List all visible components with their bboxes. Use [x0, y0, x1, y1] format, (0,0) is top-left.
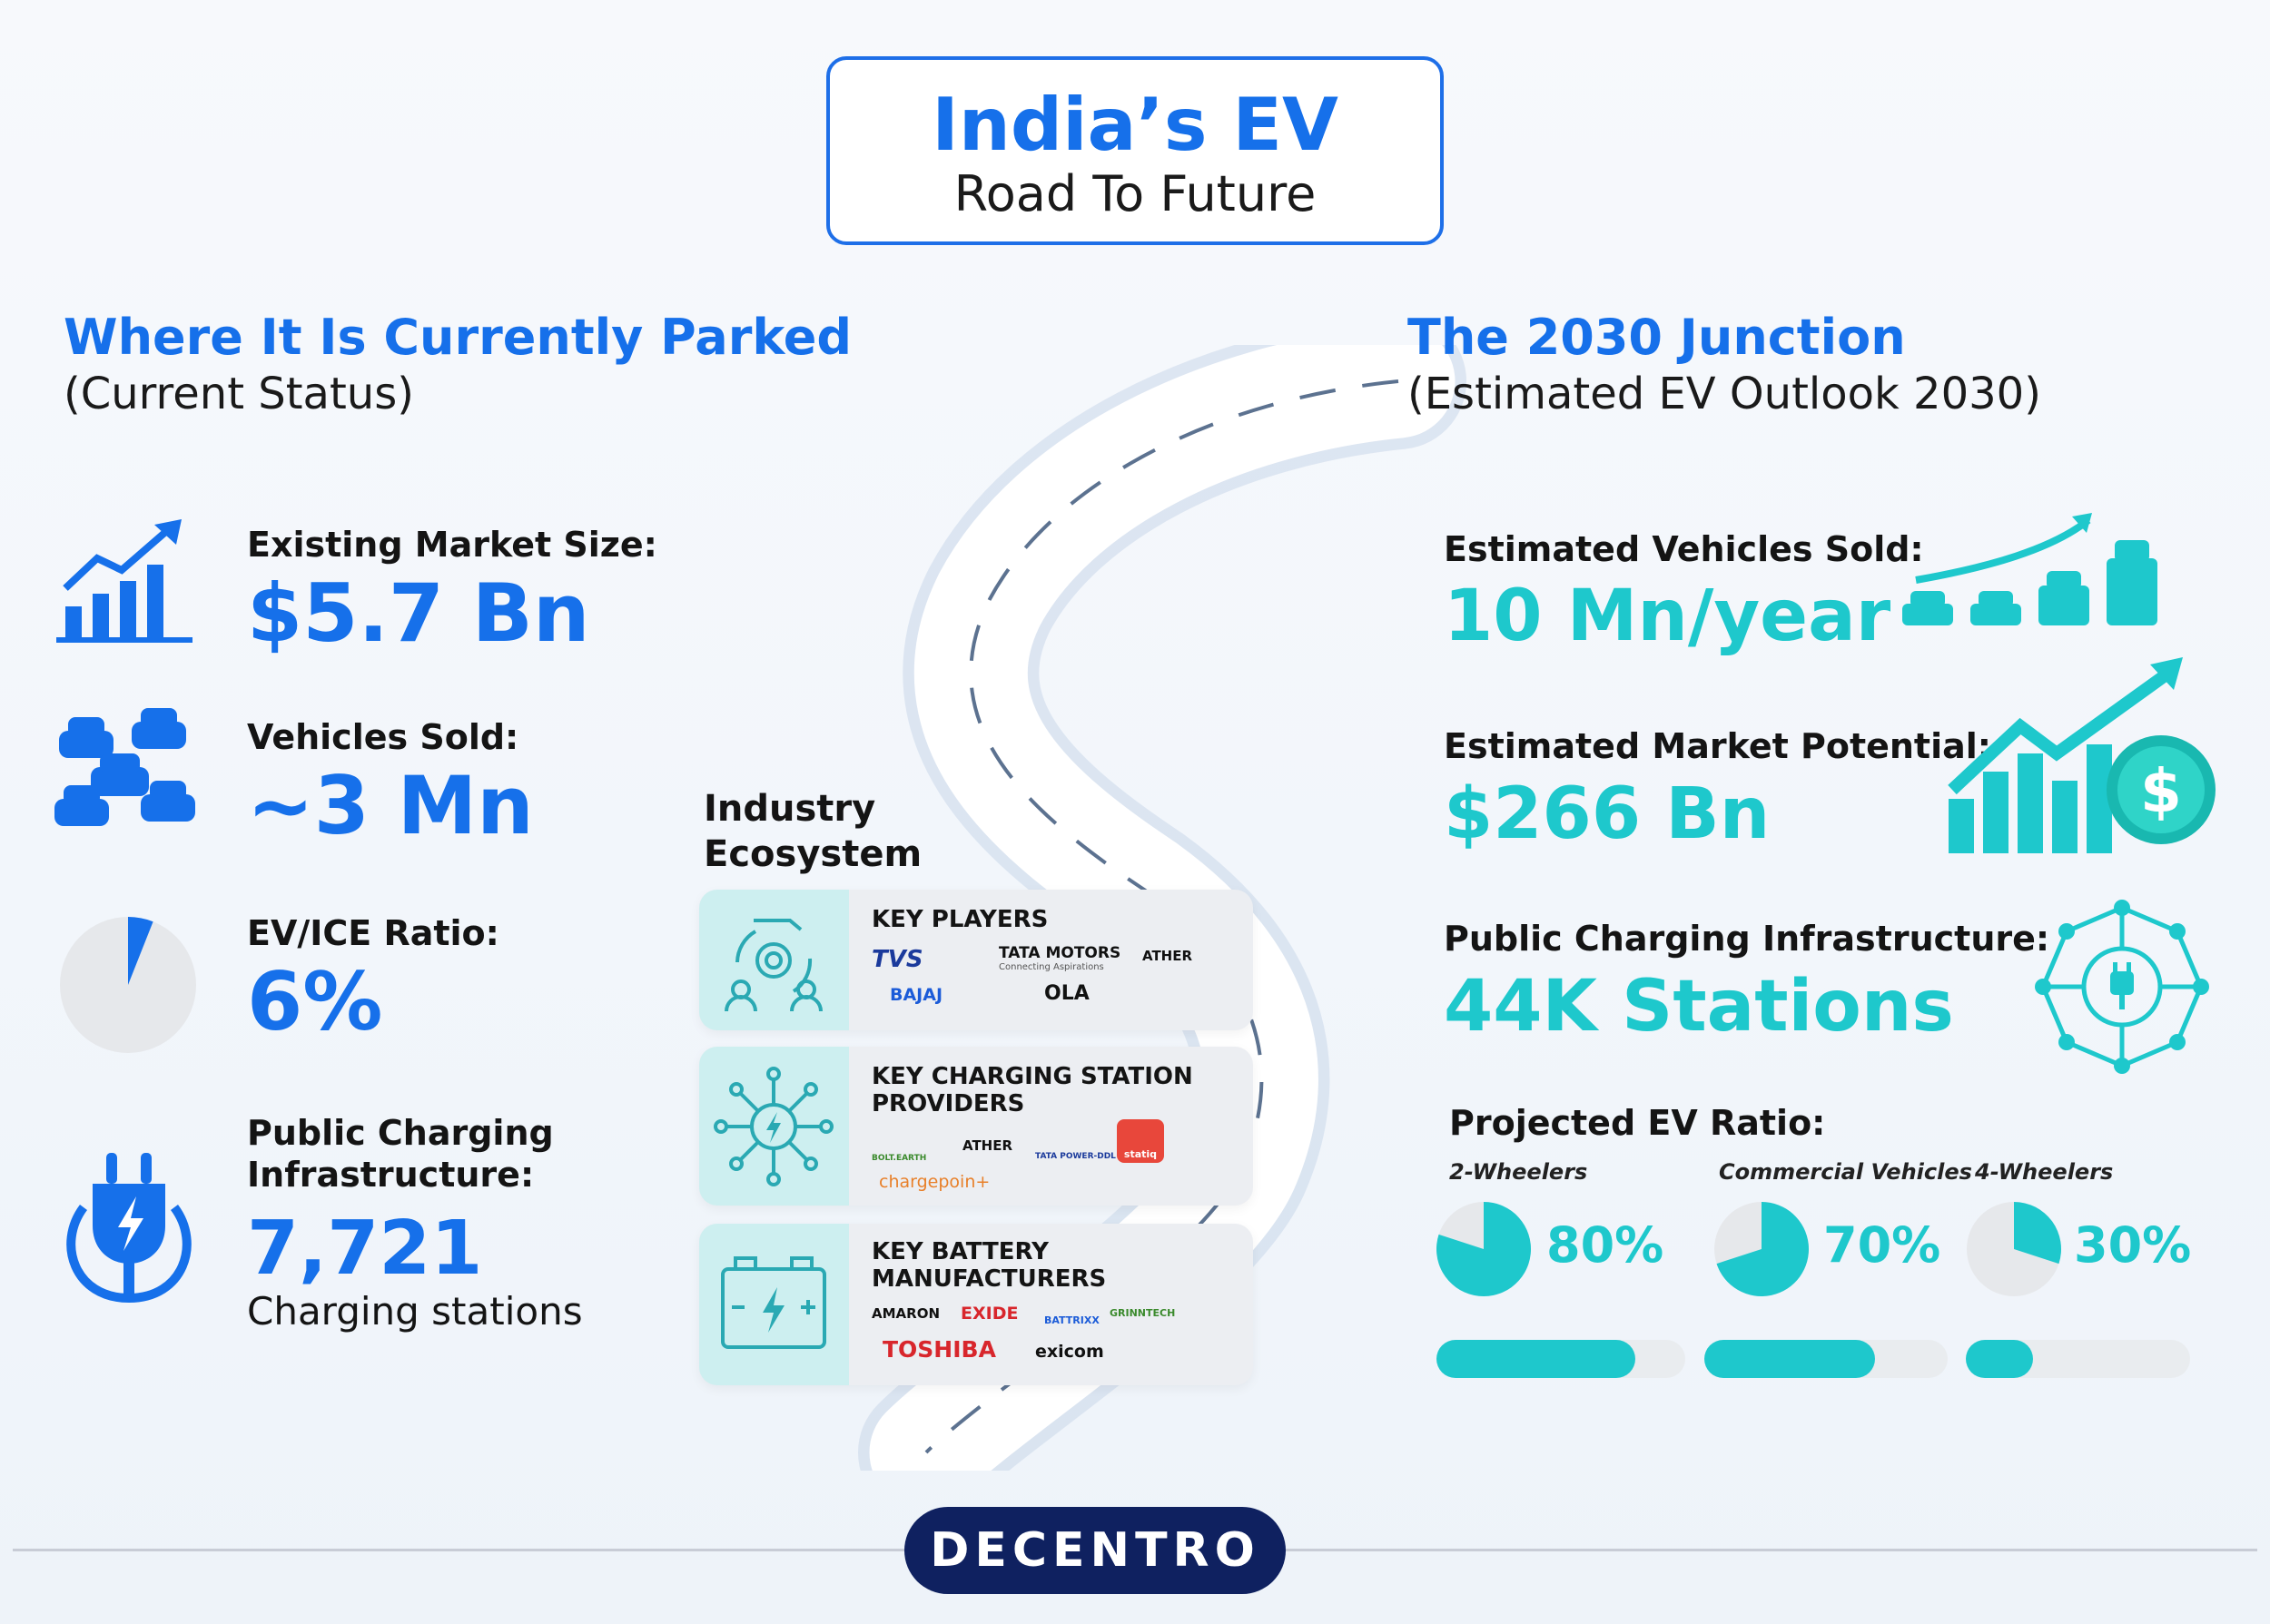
logo-bolt-earth: BOLT.EARTH	[872, 1154, 927, 1163]
logo-bajaj: BAJAJ	[890, 985, 943, 1005]
battery-icon-panel	[699, 1224, 849, 1385]
battery-title-line1: KEY BATTERY	[872, 1238, 1049, 1265]
logo-exicom: exicom	[1035, 1342, 1104, 1362]
ratio-4w-label: 4-Wheelers	[1975, 1159, 2114, 1185]
svg-text:$: $	[2140, 756, 2182, 826]
charging-providers-icon-panel	[699, 1047, 849, 1206]
pie-cv-slice	[1716, 1202, 1810, 1296]
logo-ather: ATHER	[1142, 948, 1193, 964]
current-heading: Where It Is Currently Parked	[64, 309, 853, 366]
logo-grinntech: GRINNTECH	[1110, 1307, 1176, 1319]
bar-4w-fill	[1966, 1340, 2034, 1378]
page-title: India’s EV	[932, 83, 1338, 167]
pie-2w-slice	[1436, 1202, 1532, 1296]
key-players-title: KEY PLAYERS	[872, 906, 1049, 933]
current-subheading: (Current Status)	[64, 369, 414, 419]
charging-label-line1: Public Charging	[247, 1113, 554, 1153]
ratio-4w-value: 30%	[2074, 1216, 2192, 1274]
ecosystem-heading-line1: Industry	[704, 788, 876, 830]
pie-4w-slice	[2014, 1202, 2061, 1265]
charging-unit: Charging stations	[247, 1289, 583, 1334]
network-bolt-icon	[714, 1067, 834, 1186]
outlook-heading: The 2030 Junction	[1407, 309, 1906, 366]
vehicles-sold-label: Vehicles Sold:	[247, 717, 519, 757]
pie-4w-icon	[1967, 1202, 2061, 1296]
logo-tata-power-ddl: TATA POWER-DDL	[1035, 1152, 1116, 1161]
charging-label-line2: Infrastructure:	[247, 1155, 535, 1195]
bar-cv-track	[1704, 1340, 1948, 1378]
ratio-cv-value: 70%	[1823, 1216, 1941, 1274]
charging-value: 7,721	[247, 1206, 483, 1292]
battery-manufacturers-card: KEY BATTERY MANUFACTURERS AMARON EXIDE B…	[699, 1224, 1253, 1385]
ratio-cv-label: Commercial Vehicles	[1719, 1159, 1972, 1185]
charging-providers-title-line2: PROVIDERS	[872, 1090, 1025, 1117]
battery-title-line2: MANUFACTURERS	[872, 1265, 1107, 1293]
est-market-label: Estimated Market Potential:	[1444, 726, 1991, 766]
brand-logo: DECENTRO	[904, 1507, 1286, 1594]
bar-4w-track	[1966, 1340, 2190, 1378]
charging-providers-title-line1: KEY CHARGING STATION	[872, 1063, 1193, 1090]
key-players-icon-panel	[699, 890, 849, 1030]
market-size-value: $5.7 Bn	[247, 566, 590, 660]
est-charging-label: Public Charging Infrastructure:	[1444, 919, 2050, 959]
logo-chargepoint: chargepoin+	[879, 1172, 991, 1192]
cars-cluster-icon	[54, 708, 195, 826]
market-size-label: Existing Market Size:	[247, 525, 657, 565]
ev-ice-ratio-value: 6%	[247, 955, 383, 1048]
logo-exide: EXIDE	[961, 1304, 1019, 1324]
battery-icon	[721, 1256, 826, 1349]
pie-chart-icon	[60, 917, 196, 1053]
logo-statiq: statiq	[1117, 1119, 1164, 1163]
est-charging-value: 44K Stations	[1444, 966, 1954, 1048]
logo-tata-motors-tagline: Connecting Aspirations	[999, 962, 1104, 972]
ev-ice-ratio-label: EV/ICE Ratio:	[247, 913, 499, 953]
logo-tvs: TVS	[872, 946, 923, 973]
market-growth-dollar-icon: $	[1948, 657, 2216, 853]
title-box: India’s EV Road To Future	[826, 56, 1444, 245]
bar-2w-track	[1436, 1340, 1685, 1378]
ev-plug-icon	[66, 1153, 192, 1304]
charging-providers-card: KEY CHARGING STATION PROVIDERS BOLT.EART…	[699, 1047, 1253, 1206]
est-vehicles-label: Estimated Vehicles Sold:	[1444, 529, 1924, 569]
bar-chart-growth-icon	[56, 519, 192, 643]
gear-hand-icon	[725, 919, 823, 1012]
logo-ather-energy: ATHER	[962, 1137, 1013, 1154]
projected-ratio-label: Projected EV Ratio:	[1449, 1103, 1826, 1143]
pie-cv-icon	[1714, 1202, 1810, 1296]
outlook-subheading: (Estimated EV Outlook 2030)	[1407, 369, 2041, 419]
key-players-card: KEY PLAYERS TVS TATA MOTORS Connecting A…	[699, 890, 1253, 1030]
vehicles-sold-value: ~3 Mn	[247, 759, 534, 852]
logo-tata-motors: TATA MOTORS	[999, 944, 1121, 962]
est-vehicles-value: 10 Mn/year	[1444, 576, 1891, 657]
est-market-value: $266 Bn	[1444, 773, 1771, 855]
logo-ola: OLA	[1044, 982, 1090, 1005]
pie-2w-icon	[1436, 1202, 1532, 1296]
ratio-2w-label: 2-Wheelers	[1449, 1159, 1588, 1185]
ev-ice-pie-slice	[128, 917, 153, 985]
logo-toshiba: TOSHIBA	[883, 1336, 996, 1363]
bar-cv-fill	[1704, 1340, 1875, 1378]
page-subtitle: Road To Future	[953, 165, 1317, 222]
cars-growth-icon	[1902, 513, 2157, 625]
logo-battrixx: BATTRIXX	[1044, 1314, 1100, 1326]
bar-2w-fill	[1436, 1340, 1636, 1378]
ecosystem-heading-line2: Ecosystem	[704, 833, 923, 875]
ratio-2w-value: 80%	[1546, 1216, 1664, 1274]
charging-network-icon	[2035, 900, 2209, 1074]
logo-amaron: AMARON	[872, 1305, 940, 1322]
